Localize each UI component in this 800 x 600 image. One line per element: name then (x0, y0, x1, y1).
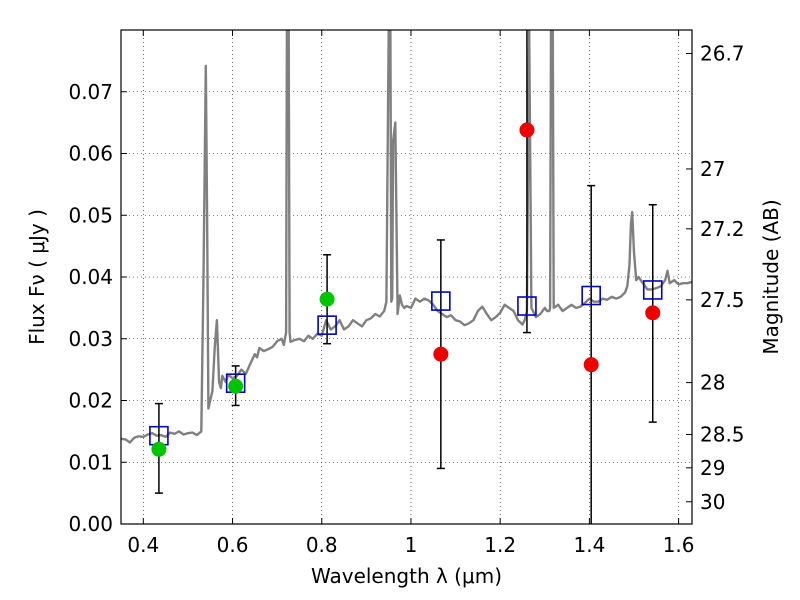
model-flux-square (642, 280, 663, 300)
x-tick-labels: 0.4 0.6 0.8 1 1.2 1.4 1.6 (127, 533, 694, 557)
y2-tick-label: 27.5 (700, 288, 745, 312)
y2-tick-label: 27 (700, 157, 725, 181)
y-tick-label: 0.05 (68, 203, 113, 227)
model-flux-square (581, 285, 601, 306)
y-axis-label: Flux Fν ( μJy ) (25, 209, 49, 345)
model-flux-square (317, 315, 337, 335)
x-tick-label: 0.6 (217, 533, 249, 557)
observed-flux-point (645, 305, 661, 321)
y-tick-label: 0.01 (68, 450, 113, 474)
y-tick-labels: 0.00 0.01 0.02 0.03 0.04 0.05 0.06 0.07 (68, 80, 113, 536)
x-axis-label: Wavelength λ (μm) (311, 564, 502, 588)
x-tick-label: 1 (405, 533, 418, 557)
axis-ticks (121, 30, 692, 525)
observed-flux-point (151, 441, 167, 457)
y2-tick-label: 27.2 (700, 217, 745, 241)
observed-flux-point (433, 346, 449, 362)
y-tick-label: 0.06 (68, 142, 113, 166)
y2-axis-label: Magnitude (AB) (759, 199, 783, 354)
model-spectrum (121, 30, 692, 444)
observed-flux-point (583, 357, 599, 373)
y-tick-label: 0.03 (68, 327, 113, 351)
y-tick-label: 0.07 (68, 80, 113, 104)
model-flux-square (517, 296, 537, 316)
y2-tick-label: 29 (700, 456, 725, 480)
observed-flux-point (228, 378, 244, 394)
observed-flux-point (519, 122, 535, 138)
x-tick-label: 1.6 (663, 533, 695, 557)
y-tick-label: 0.04 (68, 265, 113, 289)
y2-tick-labels: 26.7 27 27.2 27.5 28 28.5 29 30 (700, 41, 745, 513)
x-tick-label: 0.4 (127, 533, 159, 557)
y2-tick-label: 28 (700, 371, 725, 395)
y2-tick-label: 26.7 (700, 41, 745, 65)
y2-tick-label: 30 (700, 490, 725, 514)
spectrum-line (121, 30, 692, 444)
y2-tick-label: 28.5 (700, 422, 745, 446)
y-tick-label: 0.02 (68, 389, 113, 413)
observed-flux-point (319, 291, 335, 307)
y-tick-label: 0.00 (68, 512, 113, 536)
x-tick-label: 1.4 (573, 533, 605, 557)
model-flux-square (431, 291, 451, 311)
x-tick-label: 0.8 (306, 533, 338, 557)
data-markers (149, 122, 663, 457)
x-tick-label: 1.2 (484, 533, 516, 557)
